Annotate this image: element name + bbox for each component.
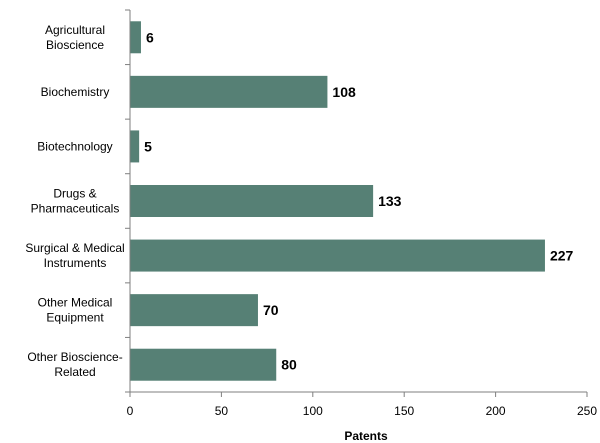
data-label: 133 [378, 193, 402, 209]
category-label: Bioscience [46, 38, 104, 52]
data-label: 227 [550, 248, 574, 264]
x-tick-label: 100 [303, 404, 323, 418]
data-label: 5 [144, 138, 152, 154]
data-label: 108 [332, 84, 356, 100]
category-label: Biochemistry [41, 85, 110, 99]
category-label: Related [54, 365, 95, 379]
category-label: Agricultural [45, 23, 105, 37]
bar [130, 348, 277, 381]
bar [130, 21, 141, 54]
category-label: Biotechnology [37, 139, 112, 153]
bar [130, 130, 140, 163]
bars [130, 21, 545, 381]
data-label: 6 [146, 29, 154, 45]
category-label: Drugs & [53, 187, 96, 201]
category-label: Equipment [46, 311, 104, 325]
category-label: Other Medical [38, 296, 113, 310]
x-tick-label: 150 [394, 404, 414, 418]
data-labels: 6 108 5 133 227 70 80 [144, 29, 573, 372]
x-tick-label: 50 [215, 404, 229, 418]
bar [130, 294, 258, 327]
x-tick-label: 200 [486, 404, 506, 418]
category-label: Other Bioscience- [27, 350, 122, 364]
x-axis-title: Patents [344, 429, 388, 443]
category-label: Pharmaceuticals [31, 202, 120, 216]
x-tick-label: 0 [127, 404, 134, 418]
bar [130, 185, 374, 217]
bar [130, 75, 328, 108]
data-label: 80 [281, 357, 297, 373]
axes: 0 50 100 150 200 250 [125, 9, 597, 418]
category-label: Surgical & Medical [25, 241, 124, 255]
x-tick-label: 250 [577, 404, 597, 418]
data-label: 70 [263, 302, 279, 318]
bar [130, 239, 545, 272]
category-label: Instruments [44, 256, 107, 270]
